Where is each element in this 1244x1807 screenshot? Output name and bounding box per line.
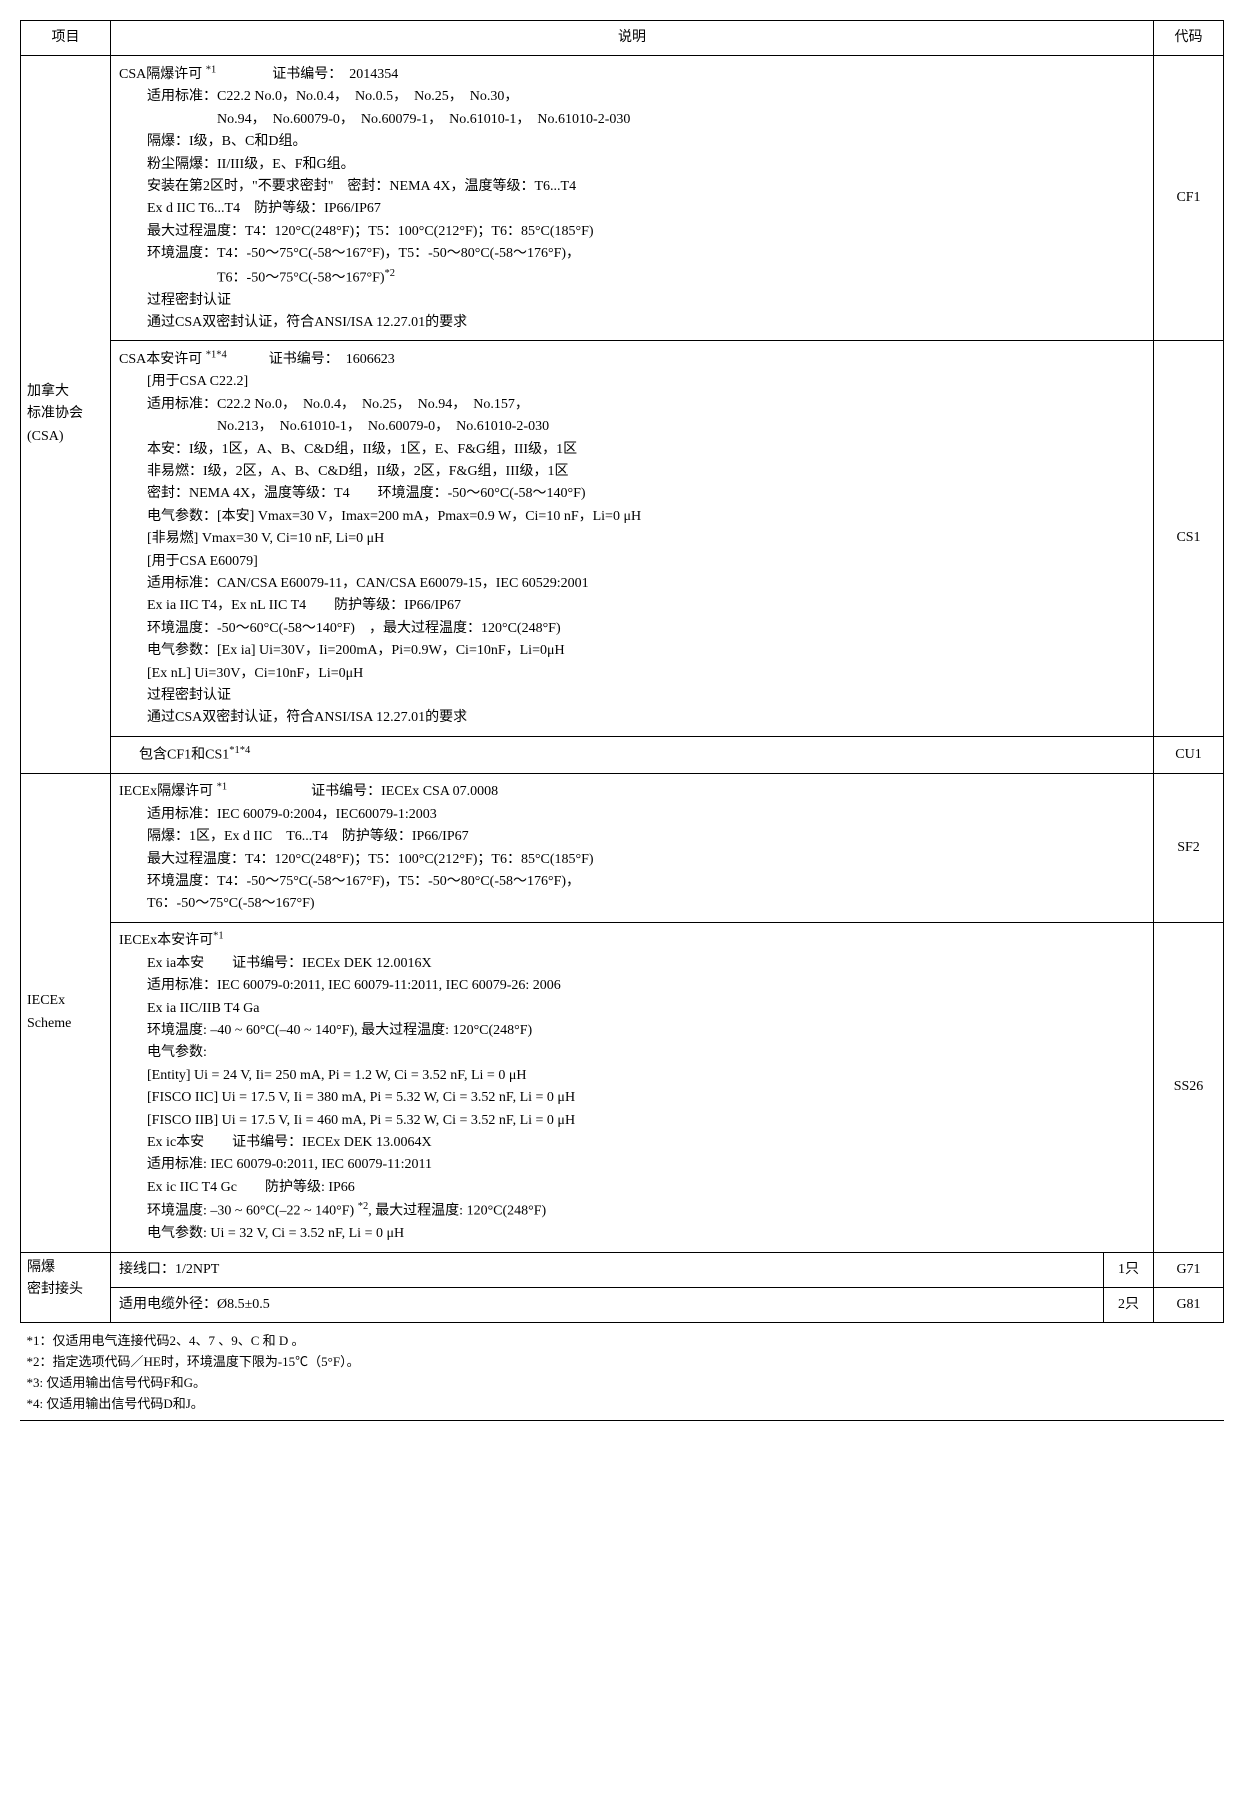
code-cs1: CS1	[1154, 341, 1224, 736]
project-iecex: IECExScheme	[21, 773, 111, 1252]
code-g81: G81	[1154, 1287, 1224, 1322]
code-cf1: CF1	[1154, 56, 1224, 341]
footnote-3: *3: 仅适用输出信号代码F和G。	[20, 1373, 1224, 1394]
desc-cs1: CSA本安许可 *1*4 证书编号： 1606623 [用于CSA C22.2]…	[111, 341, 1154, 736]
desc-sf2: IECEx隔爆许可 *1 证书编号：IECEx CSA 07.0008 适用标准…	[111, 773, 1154, 922]
code-g71: G71	[1154, 1252, 1224, 1287]
desc-g71: 接线口：1/2NPT	[111, 1252, 1104, 1287]
project-seal: 隔爆密封接头	[21, 1252, 111, 1323]
spec-table: 项目 说明 代码 加拿大标准协会(CSA) CSA隔爆许可 *1 证书编号： 2…	[20, 20, 1224, 1323]
header-code: 代码	[1154, 21, 1224, 56]
footnotes: *1：仅适用电气连接代码2、4、7 、9、C 和 D 。 *2：指定选项代码／H…	[20, 1331, 1224, 1421]
footnote-2: *2：指定选项代码／HE时，环境温度下限为-15℃（5°F）。	[20, 1352, 1224, 1373]
qty-g81: 2只	[1104, 1287, 1154, 1322]
desc-g81: 适用电缆外径：Ø8.5±0.5	[111, 1287, 1104, 1322]
footnote-1: *1：仅适用电气连接代码2、4、7 、9、C 和 D 。	[20, 1331, 1224, 1352]
desc-cu1: 包含CF1和CS1*1*4	[111, 736, 1154, 773]
code-sf2: SF2	[1154, 773, 1224, 922]
header-desc: 说明	[111, 21, 1154, 56]
desc-cf1: CSA隔爆许可 *1 证书编号： 2014354 适用标准：C22.2 No.0…	[111, 56, 1154, 341]
desc-ss26: IECEx本安许可*1 Ex ia本安 证书编号：IECEx DEK 12.00…	[111, 922, 1154, 1252]
code-ss26: SS26	[1154, 922, 1224, 1252]
project-csa: 加拿大标准协会(CSA)	[21, 56, 111, 773]
footnote-4: *4: 仅适用输出信号代码D和J。	[20, 1394, 1224, 1415]
qty-g71: 1只	[1104, 1252, 1154, 1287]
code-cu1: CU1	[1154, 736, 1224, 773]
header-project: 项目	[21, 21, 111, 56]
